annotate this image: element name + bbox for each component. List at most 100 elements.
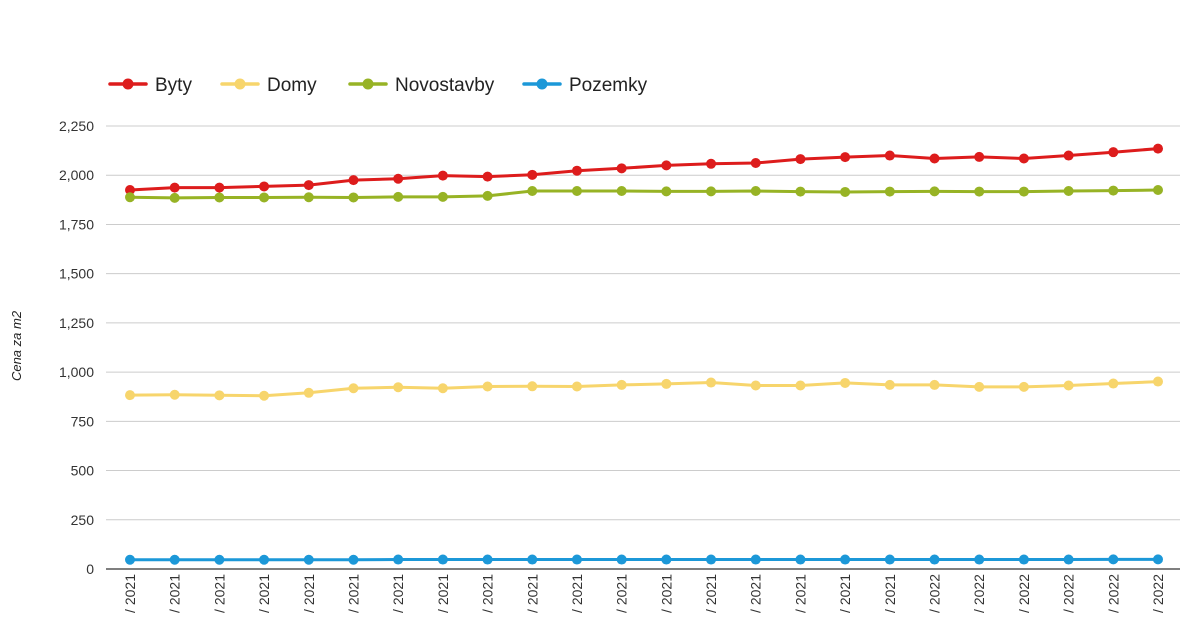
- data-point-byty: [661, 160, 672, 171]
- data-point-pozemky: [840, 554, 851, 565]
- data-point-domy: [527, 381, 538, 392]
- legend-item-byty: Byty: [108, 75, 192, 96]
- x-tick-label: / 2021: [524, 574, 540, 613]
- legend-label: Byty: [155, 75, 192, 96]
- data-point-pozemky: [482, 554, 493, 565]
- series-line-byty: [128, 147, 1160, 192]
- y-tick-label: 1,250: [59, 315, 94, 331]
- data-point-byty: [214, 182, 225, 193]
- legend-item-novostavby: Novostavby: [348, 75, 495, 96]
- data-point-novostavby: [259, 192, 270, 203]
- legend-label: Pozemky: [569, 75, 648, 96]
- x-tick-label: / 2021: [301, 574, 317, 613]
- grid-lines: [106, 125, 1180, 570]
- data-point-byty: [393, 173, 404, 184]
- x-tick-label: / 2021: [345, 574, 361, 613]
- data-point-domy: [706, 377, 717, 388]
- data-point-byty: [1153, 143, 1163, 154]
- y-tick-label: 250: [71, 512, 95, 528]
- data-point-byty: [1108, 147, 1119, 158]
- data-point-pozemky: [259, 554, 270, 565]
- data-point-novostavby: [527, 185, 538, 196]
- data-point-novostavby: [706, 186, 717, 197]
- data-point-novostavby: [1063, 185, 1074, 196]
- data-point-byty: [750, 158, 761, 169]
- data-point-byty: [527, 169, 538, 180]
- data-point-byty: [482, 171, 493, 182]
- x-tick-label: / 2022: [1061, 574, 1077, 613]
- data-point-novostavby: [214, 192, 225, 203]
- y-tick-label: 1,500: [59, 266, 94, 282]
- data-point-pozemky: [169, 554, 180, 565]
- data-point-domy: [393, 382, 404, 393]
- data-point-pozemky: [616, 554, 627, 565]
- x-tick-label: / 2021: [435, 574, 451, 613]
- data-point-novostavby: [795, 186, 806, 197]
- data-point-byty: [616, 163, 627, 174]
- data-point-domy: [169, 389, 180, 400]
- series-line-novostavby: [128, 188, 1160, 200]
- data-point-pozemky: [1108, 554, 1119, 565]
- data-point-byty: [974, 151, 985, 162]
- data-point-pozemky: [125, 554, 135, 565]
- data-point-byty: [840, 152, 851, 163]
- data-point-domy: [1108, 378, 1119, 389]
- data-point-pozemky: [527, 554, 538, 565]
- data-point-domy: [661, 378, 672, 389]
- data-point-novostavby: [348, 192, 359, 203]
- data-point-novostavby: [393, 191, 404, 202]
- data-point-pozemky: [706, 554, 717, 565]
- x-tick-label: / 2022: [1150, 574, 1166, 613]
- data-point-byty: [1063, 150, 1074, 161]
- data-point-novostavby: [303, 192, 314, 203]
- data-point-domy: [303, 387, 314, 398]
- data-point-domy: [125, 390, 135, 401]
- data-point-novostavby: [571, 185, 582, 196]
- data-point-byty: [169, 182, 180, 193]
- data-point-pozemky: [974, 554, 985, 565]
- x-tick-label: / 2022: [971, 574, 987, 613]
- x-tick-label: / 2021: [792, 574, 808, 613]
- x-tick-label: / 2021: [167, 574, 183, 613]
- data-point-novostavby: [482, 190, 493, 201]
- legend-swatch-marker: [122, 78, 134, 90]
- y-tick-label: 750: [71, 413, 95, 429]
- data-point-pozemky: [884, 554, 895, 565]
- data-point-byty: [437, 170, 448, 181]
- data-point-domy: [348, 383, 359, 394]
- data-point-byty: [795, 154, 806, 165]
- data-point-pozemky: [1018, 554, 1029, 565]
- data-point-novostavby: [616, 185, 627, 196]
- data-point-domy: [840, 377, 851, 388]
- data-point-domy: [795, 380, 806, 391]
- y-tick-label: 500: [71, 463, 95, 479]
- data-point-byty: [348, 175, 359, 186]
- data-point-pozemky: [348, 554, 359, 565]
- data-point-pozemky: [661, 554, 672, 565]
- data-point-novostavby: [661, 186, 672, 197]
- y-tick-label: 1,000: [59, 364, 94, 380]
- x-axis-ticks: / 2021 / 2021 / 2021 / 2021 / 2021 / 2021 / 20…: [122, 574, 1166, 613]
- legend-label: Novostavby: [395, 75, 495, 96]
- data-point-pozemky: [750, 554, 761, 565]
- data-point-pozemky: [1063, 554, 1074, 565]
- data-point-domy: [1063, 380, 1074, 391]
- data-point-novostavby: [884, 186, 895, 197]
- data-point-novostavby: [1018, 186, 1029, 197]
- data-point-pozemky: [214, 554, 225, 565]
- data-point-byty: [706, 158, 717, 169]
- data-point-domy: [1018, 381, 1029, 392]
- data-point-novostavby: [1108, 185, 1119, 196]
- data-point-pozemky: [437, 554, 448, 565]
- data-point-novostavby: [750, 185, 761, 196]
- data-point-domy: [750, 380, 761, 391]
- y-tick-label: 2,250: [59, 118, 94, 134]
- data-point-domy: [259, 390, 270, 401]
- data-point-domy: [1153, 376, 1163, 387]
- y-tick-label: 0: [86, 561, 94, 577]
- data-point-novostavby: [840, 186, 851, 197]
- data-point-novostavby: [974, 186, 985, 197]
- data-point-domy: [482, 381, 493, 392]
- data-point-novostavby: [929, 186, 940, 197]
